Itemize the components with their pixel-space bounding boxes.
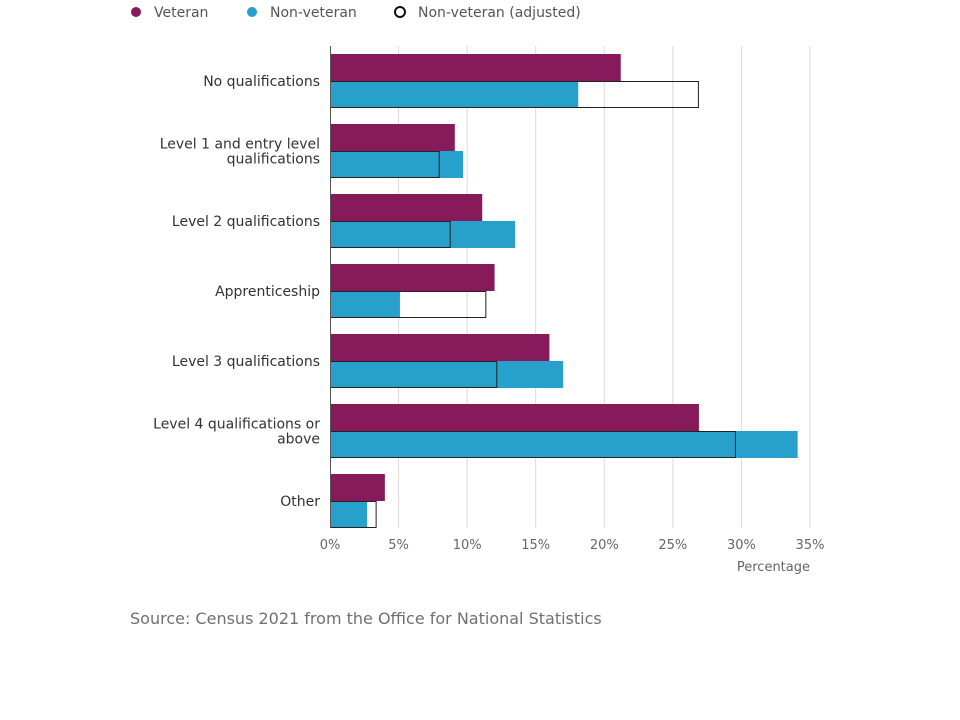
x-tick-label-3: 15% xyxy=(521,538,550,553)
bar-non-veteran-5 xyxy=(330,431,798,458)
category-label-1: Level 1 and entry level qualifications xyxy=(160,137,320,168)
source-note: Source: Census 2021 from the Office for … xyxy=(130,609,602,628)
category-label-2: Level 2 qualifications xyxy=(172,214,320,230)
bar-veteran-2 xyxy=(330,194,483,221)
category-label-6: Other xyxy=(280,494,320,510)
bar-veteran-6 xyxy=(330,474,385,501)
bar-veteran-1 xyxy=(330,124,455,151)
bar-non-veteran-0 xyxy=(330,81,579,108)
bars xyxy=(330,46,798,528)
bar-non-veteran-4 xyxy=(330,361,564,388)
category-label-5: Level 4 qualifications or above xyxy=(153,417,320,448)
category-label-line: Level 2 qualifications xyxy=(172,214,320,230)
x-tick-label-7: 35% xyxy=(796,538,825,553)
legend-label-non-veteran-adjusted: Non-veteran (adjusted) xyxy=(418,5,581,21)
x-tick-label-2: 10% xyxy=(453,538,482,553)
category-label-line: above xyxy=(277,432,320,448)
category-label-4: Level 3 qualifications xyxy=(172,354,320,370)
category-label-line: No qualifications xyxy=(203,74,320,90)
category-label-line: Level 1 and entry level xyxy=(160,137,320,153)
bar-veteran-3 xyxy=(330,264,495,291)
category-label-line: Other xyxy=(280,494,320,510)
category-label-line: qualifications xyxy=(227,152,320,168)
bar-veteran-4 xyxy=(330,334,550,361)
category-label-3: Apprenticeship xyxy=(215,284,320,300)
x-tick-label-5: 25% xyxy=(658,538,687,553)
x-axis-ticks: 0% 5% 10% 15% 20% 25% 30% 35% xyxy=(320,538,825,553)
legend-label-non-veteran: Non-veteran xyxy=(270,5,357,21)
bar-non-veteran-1 xyxy=(330,151,464,178)
category-label-line: Apprenticeship xyxy=(215,284,320,300)
legend: Veteran Non-veteran Non-veteran (adjuste… xyxy=(131,5,581,21)
legend-label-veteran: Veteran xyxy=(154,5,208,21)
x-tick-label-6: 30% xyxy=(727,538,756,553)
legend-marker-non-veteran xyxy=(247,7,257,17)
category-label-line: Level 3 qualifications xyxy=(172,354,320,370)
category-label-line: Level 4 qualifications or xyxy=(153,417,320,433)
bar-veteran-5 xyxy=(330,404,699,431)
legend-marker-veteran xyxy=(131,7,141,17)
x-tick-label-1: 5% xyxy=(388,538,409,553)
bar-veteran-0 xyxy=(330,54,621,81)
grid xyxy=(398,46,811,528)
bar-non-veteran-3 xyxy=(330,291,400,318)
x-tick-label-4: 20% xyxy=(590,538,619,553)
bar-non-veteran-6 xyxy=(330,501,368,528)
x-tick-label-0: 0% xyxy=(320,538,341,553)
bar-non-veteran-2 xyxy=(330,221,516,248)
legend-marker-non-veteran-adjusted xyxy=(394,6,406,18)
category-label-0: No qualifications xyxy=(203,74,320,90)
x-axis-title: Percentage xyxy=(737,560,810,575)
category-labels: No qualifications Level 1 and entry level… xyxy=(153,74,320,510)
